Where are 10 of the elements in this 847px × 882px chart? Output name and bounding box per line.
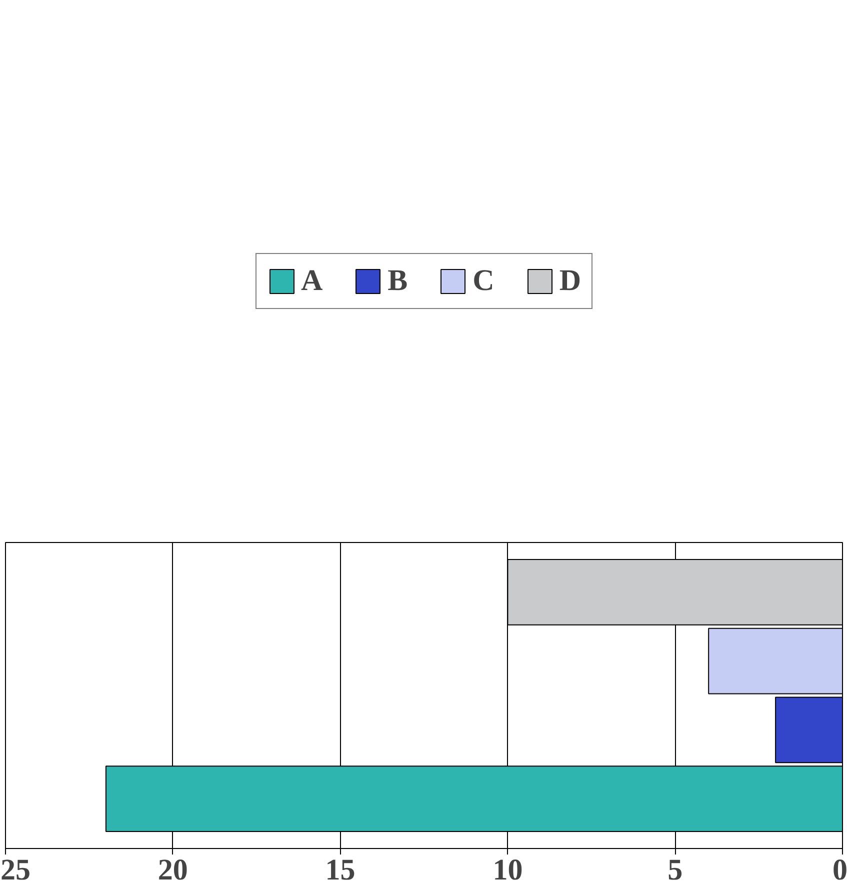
x-tick-label: 20 xyxy=(158,854,188,882)
x-tick-label: 10 xyxy=(492,854,523,882)
legend-label: D xyxy=(559,264,582,298)
legend-label: B xyxy=(388,264,408,298)
x-tick-label: 25 xyxy=(0,854,30,882)
legend-label: A xyxy=(300,264,323,298)
legend-label: C xyxy=(472,264,494,298)
x-tick-label: 0 xyxy=(832,854,847,882)
x-tick-label: 5 xyxy=(668,854,683,882)
x-tick-label: 15 xyxy=(325,854,356,882)
